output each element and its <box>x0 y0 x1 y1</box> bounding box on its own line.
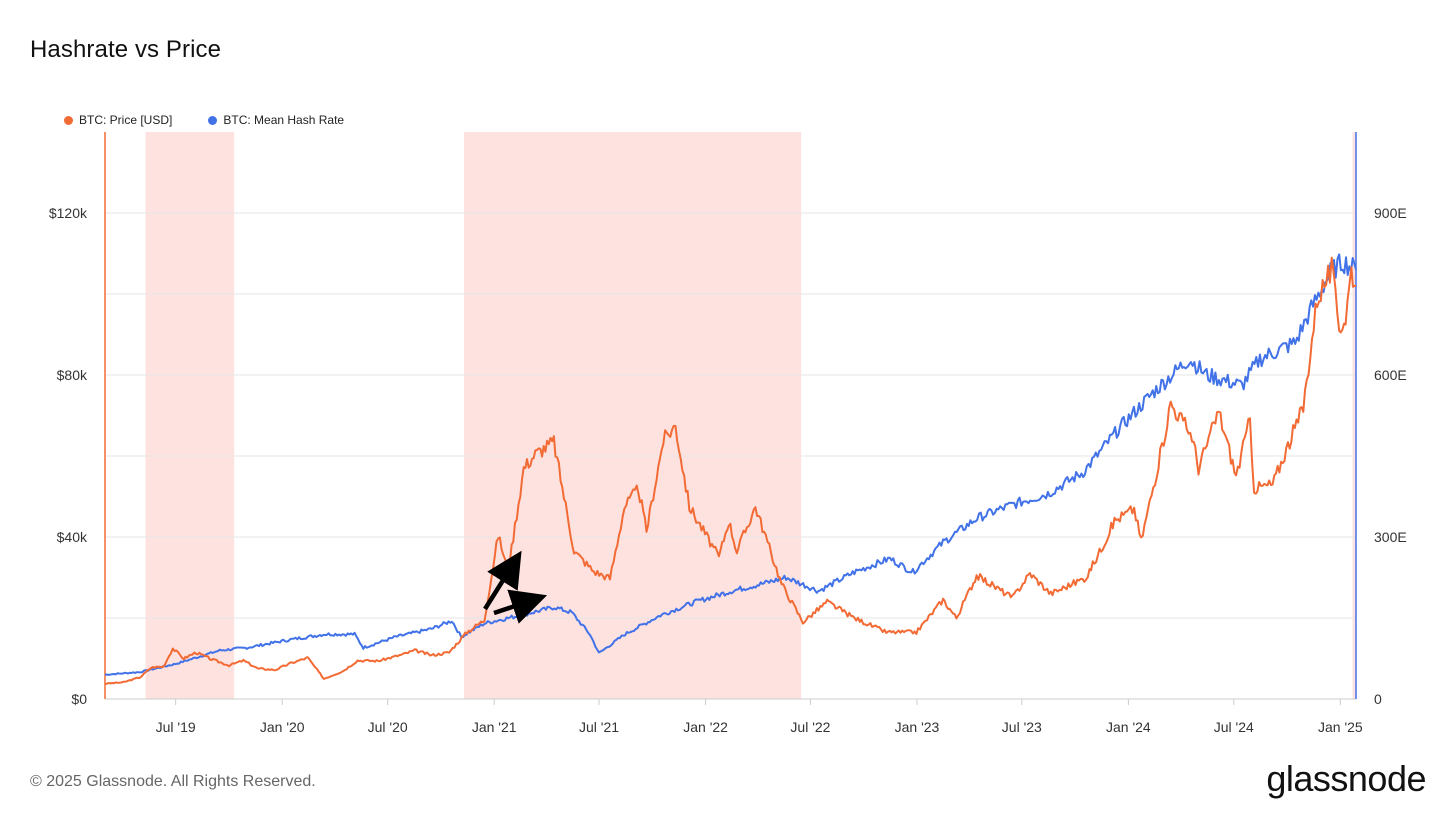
x-tick-label: Jan '20 <box>260 719 305 735</box>
x-tick-label: Jan '25 <box>1318 719 1363 735</box>
hashrate-line <box>104 253 1357 676</box>
shaded-region-1 <box>464 132 802 699</box>
legend: BTC: Price [USD] BTC: Mean Hash Rate <box>64 113 344 127</box>
shaded-region-2 <box>1352 132 1356 699</box>
chart-title: Hashrate vs Price <box>30 36 222 63</box>
legend-item-hashrate[interactable]: BTC: Mean Hash Rate <box>208 113 344 127</box>
x-tick-label: Jul '21 <box>579 719 619 735</box>
shaded-region-0 <box>145 132 235 699</box>
x-tick-label: Jan '22 <box>683 719 728 735</box>
x-tick-label: Jul '19 <box>156 719 196 735</box>
gridlines <box>104 132 1357 705</box>
legend-hashrate-label: BTC: Mean Hash Rate <box>223 113 345 127</box>
annotation-arrows <box>483 550 548 624</box>
x-tick-label: Jan '23 <box>895 719 940 735</box>
x-tick-label: Jul '23 <box>1002 719 1042 735</box>
y-right-tick-label: 900E <box>1374 205 1407 221</box>
x-tick-label: Jan '24 <box>1106 719 1151 735</box>
y-right-tick-label: 600E <box>1374 367 1407 383</box>
legend-price-dot <box>64 115 73 125</box>
y-left-tick-label: $80k <box>57 367 88 383</box>
x-tick-label: Jul '20 <box>368 719 408 735</box>
axes: $0 $40k $80k $120k 0 300E 600E 900E Jul '19 Jan '… <box>49 205 1407 735</box>
price-trend-arrow <box>483 550 522 611</box>
y-left-tick-label: $0 <box>71 691 87 707</box>
series-lines <box>104 253 1357 685</box>
x-tick-label: Jul '22 <box>790 719 830 735</box>
legend-price-label: BTC: Price [USD] <box>79 113 173 127</box>
y-left-tick-label: $120k <box>49 205 88 221</box>
legend-hashrate-dot <box>208 115 218 125</box>
y-left-tick-label: $40k <box>57 529 88 545</box>
x-tick-label: Jan '21 <box>472 719 517 735</box>
glassnode-logo[interactable]: glassnode <box>1266 758 1426 799</box>
y-right-tick-label: 0 <box>1374 691 1382 707</box>
hashrate-trend-arrow <box>493 589 548 624</box>
legend-item-price[interactable]: BTC: Price [USD] <box>64 113 172 127</box>
x-tick-label: Jul '24 <box>1214 719 1254 735</box>
price-line <box>105 256 1357 685</box>
y-right-tick-label: 300E <box>1374 529 1407 545</box>
copyright-text: © 2025 Glassnode. All Rights Reserved. <box>30 773 316 790</box>
